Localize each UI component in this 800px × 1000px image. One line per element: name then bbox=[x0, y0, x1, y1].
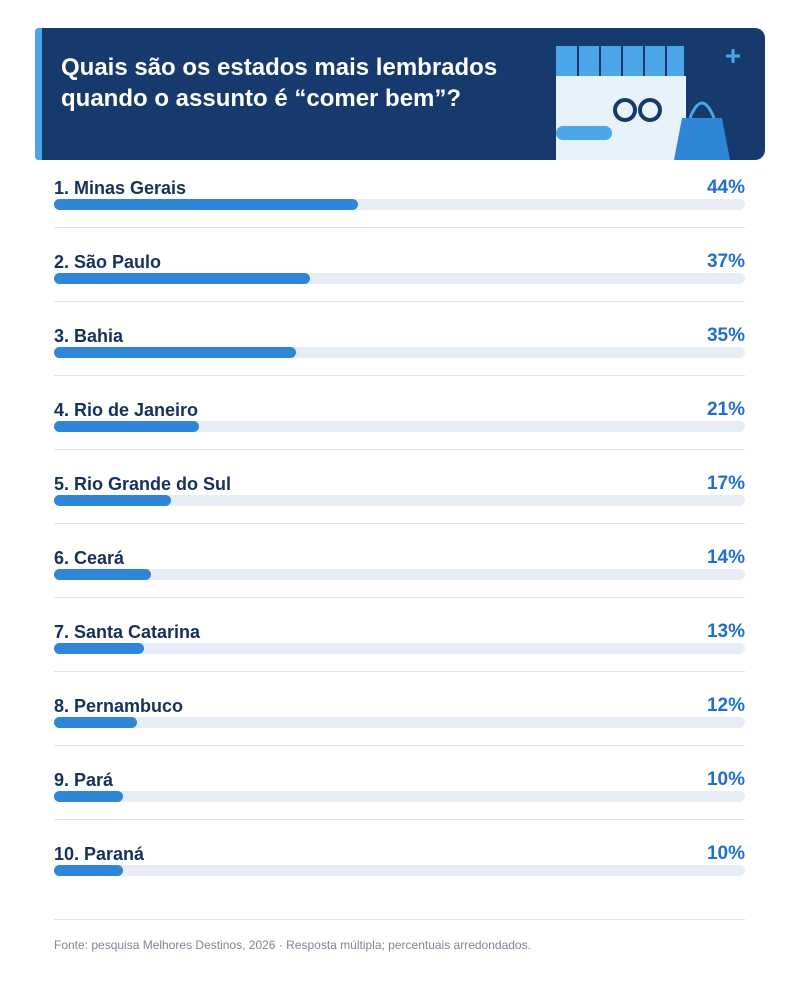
row: 4. Rio de Janeiro 21% bbox=[54, 399, 745, 473]
category-label: 6. Ceará bbox=[54, 548, 125, 568]
category-label: 5. Rio Grande do Sul bbox=[54, 474, 232, 494]
source: Fonte: pesquisa Melhores Destinos, 2026 … bbox=[54, 938, 531, 952]
bar bbox=[54, 865, 124, 876]
category-label: 7. Santa Catarina bbox=[54, 622, 201, 642]
row: 8. Pernambuco 12% bbox=[54, 695, 745, 769]
bar bbox=[54, 421, 200, 432]
bar-track bbox=[54, 791, 745, 802]
header: Quais são os estados mais lembrados quan… bbox=[35, 28, 765, 160]
bar bbox=[54, 199, 359, 210]
awning bbox=[556, 46, 684, 76]
bag bbox=[674, 118, 730, 160]
bar-track bbox=[54, 199, 745, 210]
row-separator bbox=[54, 301, 745, 302]
row-separator bbox=[54, 671, 745, 672]
value-label: 14% bbox=[706, 547, 745, 568]
bar-track bbox=[54, 421, 745, 432]
chart-title: Quais são os estados mais lembrados quan… bbox=[61, 54, 498, 112]
bar bbox=[54, 273, 310, 284]
row-separator bbox=[54, 375, 745, 376]
row-separator bbox=[54, 449, 745, 450]
category-label: 10. Paraná bbox=[54, 844, 145, 864]
value-label: 17% bbox=[706, 473, 745, 494]
row: 2. São Paulo 37% bbox=[54, 251, 745, 325]
glasses bbox=[638, 98, 662, 122]
bar-track bbox=[54, 643, 745, 654]
row: 5. Rio Grande do Sul 17% bbox=[54, 473, 745, 547]
row-separator bbox=[54, 819, 745, 820]
bar-track bbox=[54, 273, 745, 284]
header-stripe bbox=[35, 28, 42, 160]
row-separator bbox=[54, 523, 745, 524]
bar bbox=[54, 717, 137, 728]
bar-track bbox=[54, 569, 745, 580]
bar-track bbox=[54, 717, 745, 728]
value-label: 10% bbox=[706, 843, 745, 864]
bar-track bbox=[54, 865, 745, 876]
category-label: 4. Rio de Janeiro bbox=[54, 400, 199, 420]
row: 6. Ceará 14% bbox=[54, 547, 745, 621]
row-separator bbox=[54, 227, 745, 228]
category-label: 8. Pernambuco bbox=[54, 696, 184, 716]
bar-track bbox=[54, 495, 745, 506]
bag-handle bbox=[688, 101, 716, 119]
value-label: 13% bbox=[706, 621, 745, 642]
value-label: 37% bbox=[706, 251, 745, 272]
illustration bbox=[556, 46, 740, 160]
glasses bbox=[613, 98, 637, 122]
bar bbox=[54, 347, 296, 358]
plus bbox=[726, 49, 740, 63]
row: 10. Paraná 10% bbox=[54, 843, 745, 917]
bar bbox=[54, 495, 172, 506]
row-separator bbox=[54, 745, 745, 746]
bar bbox=[54, 643, 144, 654]
value-label: 44% bbox=[706, 177, 745, 198]
bar bbox=[54, 569, 151, 580]
row: 7. Santa Catarina 13% bbox=[54, 621, 745, 695]
value-label: 35% bbox=[706, 325, 745, 346]
category-label: 3. Bahia bbox=[54, 326, 124, 346]
value-label: 10% bbox=[706, 769, 745, 790]
category-label: 9. Pará bbox=[54, 770, 114, 790]
row: 3. Bahia 35% bbox=[54, 325, 745, 399]
row: 1. Minas Gerais 44% bbox=[54, 177, 745, 251]
footer-separator bbox=[54, 919, 745, 920]
category-label: 1. Minas Gerais bbox=[54, 178, 187, 198]
counter bbox=[556, 126, 612, 140]
category-label: 2. São Paulo bbox=[54, 252, 162, 272]
value-label: 12% bbox=[706, 695, 745, 716]
row: 9. Pará 10% bbox=[54, 769, 745, 843]
row-separator bbox=[54, 597, 745, 598]
value-label: 21% bbox=[706, 399, 745, 420]
bar-track bbox=[54, 347, 745, 358]
bar bbox=[54, 791, 124, 802]
